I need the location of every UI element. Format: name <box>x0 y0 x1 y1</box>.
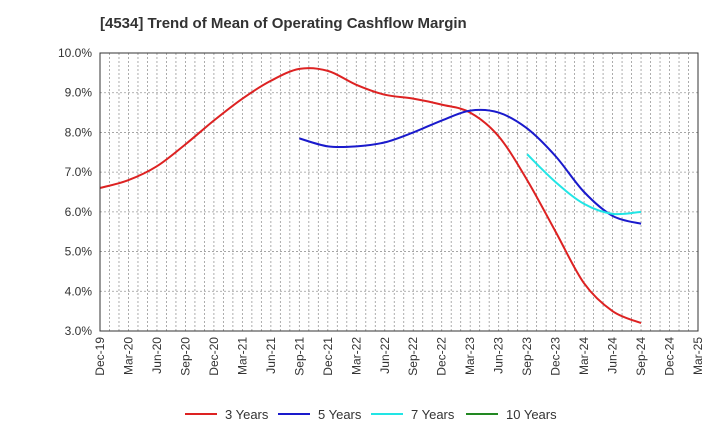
y-tick-label: 7.0% <box>65 165 93 179</box>
x-tick-label: Dec-20 <box>207 337 221 376</box>
y-tick-label: 4.0% <box>65 284 93 298</box>
chart-title: [4534] Trend of Mean of Operating Cashfl… <box>100 15 467 32</box>
x-tick-label: Sep-20 <box>178 337 192 376</box>
x-tick-label: Mar-24 <box>577 337 591 375</box>
legend-label-5-years: 5 Years <box>318 407 362 422</box>
x-tick-label: Mar-21 <box>235 337 249 375</box>
x-tick-label: Jun-22 <box>378 337 392 374</box>
x-tick-label: Sep-22 <box>406 337 420 376</box>
plot-area <box>100 53 698 331</box>
y-tick-label: 8.0% <box>65 125 93 139</box>
x-tick-label: Dec-19 <box>93 337 107 376</box>
y-tick-label: 9.0% <box>65 86 93 100</box>
x-tick-label: Dec-22 <box>435 337 449 376</box>
x-tick-label: Dec-21 <box>321 337 335 376</box>
y-tick-label: 3.0% <box>65 324 93 338</box>
x-tick-label: Jun-20 <box>150 337 164 374</box>
series-line-7-years <box>526 153 642 216</box>
legend-label-3-years: 3 Years <box>225 407 269 422</box>
series-line-3-years <box>99 67 642 324</box>
series-line-5-years <box>299 108 642 225</box>
x-tick-label: Jun-23 <box>492 337 506 374</box>
x-tick-label: Mar-22 <box>349 337 363 375</box>
y-tick-label: 10.0% <box>58 46 92 60</box>
x-tick-label: Mar-20 <box>121 337 135 375</box>
y-tick-label: 5.0% <box>65 245 93 259</box>
y-tick-label: 6.0% <box>65 205 93 219</box>
x-tick-label: Sep-21 <box>292 337 306 376</box>
x-tick-label: Sep-24 <box>634 337 648 376</box>
x-tick-label: Sep-23 <box>520 337 534 376</box>
legend-label-7-years: 7 Years <box>411 407 455 422</box>
x-tick-label: Jun-24 <box>606 337 620 374</box>
x-tick-label: Mar-23 <box>463 337 477 375</box>
x-tick-label: Jun-21 <box>264 337 278 374</box>
x-tick-label: Dec-23 <box>549 337 563 376</box>
plot-border <box>99 52 699 332</box>
legend-label-10-years: 10 Years <box>506 407 557 422</box>
x-tick-label: Dec-24 <box>663 337 677 376</box>
x-tick-label: Mar-25 <box>691 337 705 375</box>
